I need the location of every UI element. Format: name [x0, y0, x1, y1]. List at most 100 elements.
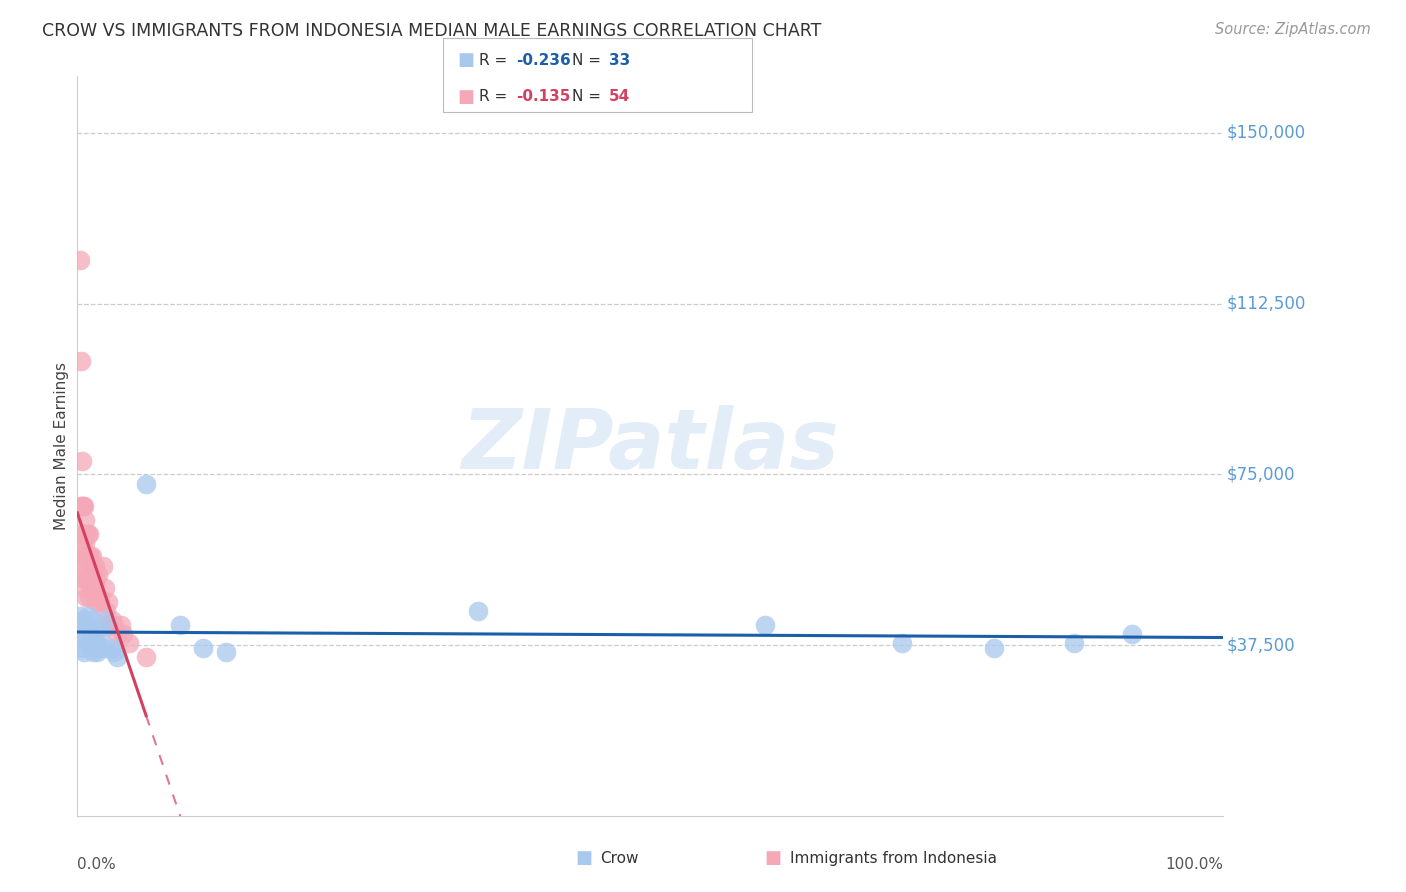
Point: [91, 558, 114, 573]
Point: [70, 526, 93, 541]
Point: [1121, 627, 1143, 641]
Point: [76, 591, 98, 605]
Point: [72, 536, 94, 550]
Point: [169, 617, 191, 632]
Point: [135, 476, 157, 491]
Point: [75, 558, 97, 573]
Point: [97, 595, 120, 609]
Text: Source: ZipAtlas.com: Source: ZipAtlas.com: [1215, 22, 1371, 37]
Point: [69, 627, 91, 641]
Point: [82, 645, 104, 659]
Point: [891, 636, 914, 650]
Point: [76, 632, 98, 646]
Point: [1063, 636, 1085, 650]
Point: [107, 649, 129, 664]
Point: [84, 636, 107, 650]
Point: [75, 617, 97, 632]
Point: [467, 604, 489, 618]
Point: [754, 617, 776, 632]
Point: [79, 549, 101, 564]
Y-axis label: Median Male Earnings: Median Male Earnings: [53, 362, 69, 530]
Point: [77, 591, 100, 605]
Point: [73, 645, 96, 659]
Point: [70, 500, 93, 514]
Point: [83, 558, 105, 573]
Text: $37,500: $37,500: [1226, 636, 1295, 655]
Point: [73, 500, 96, 514]
Point: [77, 572, 100, 586]
Point: [76, 572, 98, 586]
Point: [69, 500, 91, 514]
Point: [82, 582, 104, 596]
Point: [103, 645, 125, 659]
Point: [76, 526, 98, 541]
Point: [94, 582, 117, 596]
Point: [83, 582, 105, 596]
Point: [73, 572, 96, 586]
Point: [83, 640, 105, 655]
Point: [100, 613, 122, 627]
Point: [76, 549, 98, 564]
Text: Immigrants from Indonesia: Immigrants from Indonesia: [790, 851, 997, 865]
Point: [84, 572, 107, 586]
Point: [89, 627, 111, 641]
Point: [76, 608, 98, 623]
Text: N =: N =: [572, 53, 602, 68]
Point: [87, 567, 110, 582]
Point: [80, 582, 103, 596]
Text: $75,000: $75,000: [1226, 466, 1295, 483]
Point: [76, 572, 98, 586]
Point: [75, 582, 97, 596]
Point: [87, 623, 110, 637]
Point: [94, 613, 117, 627]
Point: [983, 640, 1005, 655]
Text: 100.0%: 100.0%: [1166, 857, 1223, 871]
Point: [73, 549, 96, 564]
Point: [75, 536, 97, 550]
Text: -0.135: -0.135: [516, 89, 571, 104]
Point: [72, 500, 94, 514]
Text: 0.0%: 0.0%: [77, 857, 117, 871]
Point: [70, 454, 93, 468]
Point: [98, 617, 121, 632]
Text: ZIPatlas: ZIPatlas: [461, 406, 839, 486]
Point: [82, 572, 104, 586]
Text: $150,000: $150,000: [1226, 124, 1306, 142]
Text: 33: 33: [609, 53, 630, 68]
Text: 54: 54: [609, 89, 630, 104]
Point: [77, 623, 100, 637]
Text: -0.236: -0.236: [516, 53, 571, 68]
Point: [89, 595, 111, 609]
Point: [86, 645, 108, 659]
Text: N =: N =: [572, 89, 602, 104]
Point: [73, 526, 96, 541]
Point: [79, 636, 101, 650]
Point: [94, 604, 117, 618]
Point: [80, 558, 103, 573]
Point: [69, 353, 91, 368]
Point: [112, 627, 135, 641]
Point: [110, 617, 132, 632]
Point: [215, 645, 238, 659]
Text: Crow: Crow: [600, 851, 638, 865]
Text: ■: ■: [575, 849, 592, 867]
Text: R =: R =: [479, 53, 508, 68]
Point: [70, 640, 93, 655]
Point: [76, 549, 98, 564]
Point: [100, 640, 122, 655]
Point: [107, 627, 129, 641]
Text: ■: ■: [457, 88, 474, 106]
Point: [69, 608, 91, 623]
Point: [135, 649, 157, 664]
Point: [193, 640, 215, 655]
Point: [77, 549, 100, 564]
Point: [103, 617, 125, 632]
Text: $112,500: $112,500: [1226, 294, 1306, 312]
Point: [69, 253, 91, 268]
Point: [82, 549, 104, 564]
Point: [84, 595, 107, 609]
Point: [77, 526, 100, 541]
Point: [118, 636, 141, 650]
Text: R =: R =: [479, 89, 508, 104]
Point: [76, 526, 98, 541]
